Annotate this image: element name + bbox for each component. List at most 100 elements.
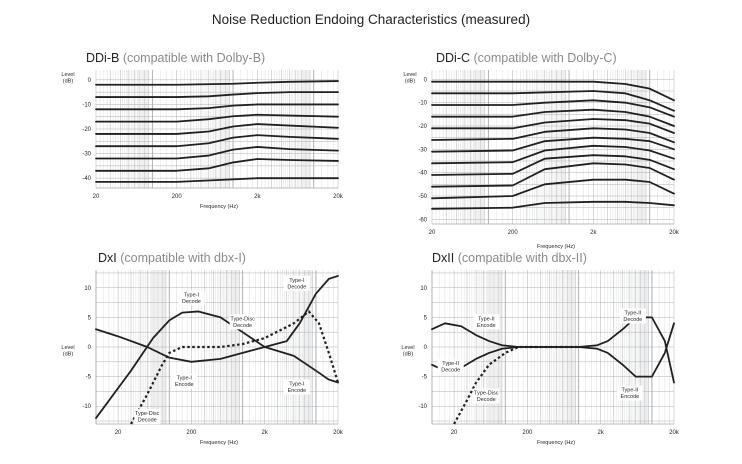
series-line	[431, 80, 675, 102]
x-axis-label: Frequency (Hz)	[200, 440, 238, 446]
y-tick-label: -10	[82, 102, 91, 108]
annotation-bg	[178, 290, 205, 306]
annotation-label: Type-Disc Decode	[230, 316, 255, 329]
x-tick-label: 200	[522, 430, 533, 436]
series-line	[431, 200, 675, 210]
annotation-bg	[473, 388, 500, 404]
x-tick-label: 200	[186, 430, 197, 436]
y-tick-label: -40	[82, 176, 91, 182]
x-tick-label: 2k	[262, 430, 269, 436]
panel-subtitle: (compatible with Dolby-C)	[470, 51, 617, 65]
y-tick-label: -20	[82, 127, 91, 133]
annotation-label-line: Decode	[441, 367, 460, 373]
panel-subtitle: (compatible with Dolby-B)	[119, 51, 266, 65]
x-axis-label: Frequency (Hz)	[200, 204, 238, 210]
annotation-label-line: Type-II	[478, 316, 495, 322]
annotation-label-line: Type-I	[177, 376, 193, 382]
y-tick-label: 5	[424, 315, 428, 321]
x-tick-label: 20	[115, 430, 122, 436]
series-line	[431, 127, 675, 144]
series-line	[431, 316, 675, 384]
y-axis-label: Level (dB)	[61, 345, 74, 358]
y-tick-label: 0	[88, 345, 92, 351]
series-line	[95, 158, 339, 172]
annotation-label: Type-I Encode	[288, 382, 307, 395]
series-line	[431, 90, 675, 112]
annotation-bg	[473, 314, 500, 330]
chart-ddib: 0 -10 -20 -30 -40 20 200 2k 20k Frequency (Hz) Lev…	[61, 70, 344, 210]
y-tick-label: -20	[418, 124, 427, 130]
y-tick-label: 0	[88, 78, 92, 84]
series-line	[431, 118, 675, 134]
series-line	[431, 322, 675, 378]
annotation-label: Type-Disc Decode	[135, 411, 160, 424]
panel-name: DDi-C	[436, 51, 471, 65]
y-axis-label: Level (dB)	[403, 72, 416, 85]
annotation-label-line: Type-I	[289, 278, 305, 284]
annotation-label-line: Type-Disc	[474, 390, 499, 396]
annotation-label-line: Encode	[288, 388, 307, 394]
series-line	[431, 162, 675, 188]
annotation-label-line: Type-I	[289, 382, 305, 388]
y-tick-label: -30	[82, 152, 91, 158]
annotation-bg	[619, 308, 646, 324]
series-line	[95, 177, 339, 183]
x-tick-label: 20k	[669, 230, 680, 236]
x-tick-label: 2k	[254, 194, 261, 200]
chart-dx2: 10 5 0 -5 -10 20 200 2k 20k Frequency (Hz) Level (d…	[401, 270, 680, 446]
series-line	[95, 134, 339, 148]
x-tick-label: 20k	[333, 430, 344, 436]
x-tick-label: 20k	[333, 194, 344, 200]
annotation-label-line: Encode	[175, 382, 194, 388]
x-tick-label: 2k	[598, 430, 605, 436]
series-line	[95, 123, 339, 135]
series-line	[431, 144, 675, 165]
series-line	[95, 103, 339, 111]
y-axis-label-line: (dB)	[63, 352, 74, 358]
y-axis-label-line: Level	[401, 345, 414, 351]
y-axis-label-line: (dB)	[403, 352, 414, 358]
series-line	[95, 328, 339, 384]
y-axis-label-line: (dB)	[63, 79, 74, 85]
y-tick-label: 0	[424, 345, 428, 351]
y-axis-label-line: Level	[61, 345, 74, 351]
y-axis-label-line: (dB)	[405, 79, 416, 85]
annotation-label-line: Type-Disc	[230, 316, 255, 322]
x-tick-label: 20	[93, 194, 100, 200]
y-tick-label: -5	[86, 375, 92, 381]
annotation-label-line: Decode	[623, 317, 642, 323]
series-line	[431, 154, 675, 176]
panel-title-dx1: DxI (compatible with dbx-I)	[98, 251, 246, 265]
annotation-label: Type-I Encode	[175, 376, 194, 389]
series-line	[95, 146, 339, 160]
annotation-label-line: Type-I	[184, 293, 200, 299]
page-title: Noise Reduction Endoing Characteristics …	[211, 12, 531, 27]
annotation-label-line: Decode	[477, 397, 496, 403]
panel-title-ddic: DDi-C (compatible with Dolby-C)	[436, 51, 617, 65]
annotation-label-line: Type-II	[621, 387, 638, 393]
y-tick-label: 0	[424, 77, 428, 83]
x-tick-label: 20	[429, 230, 436, 236]
annotation-bg	[229, 314, 256, 330]
x-axis-label: Frequency (Hz)	[537, 244, 575, 250]
annotation-bg	[437, 358, 464, 374]
y-axis-label-line: Level	[61, 72, 74, 78]
x-tick-label: 20	[451, 430, 458, 436]
annotation-label: Type-I Decode	[182, 293, 201, 306]
annotation-label: Type-II Decode	[623, 310, 642, 323]
panel-subtitle: (compatible with dbx-II)	[454, 251, 587, 265]
y-tick-label: -5	[422, 375, 428, 381]
annotation-bg	[171, 373, 198, 389]
y-axis-label-line: Level	[403, 72, 416, 78]
y-tick-label: 5	[88, 315, 92, 321]
annotation-bg	[616, 385, 643, 401]
x-axis-label: Frequency (Hz)	[537, 440, 575, 446]
panel-name: DDi-B	[86, 51, 120, 65]
y-tick-label: -10	[418, 404, 427, 410]
y-tick-label: 10	[420, 286, 427, 292]
y-tick-label: -40	[418, 171, 427, 177]
annotation-label-line: Decode	[233, 323, 252, 329]
y-tick-label: 10	[84, 286, 91, 292]
annotation-label: Type-I Decode	[287, 278, 306, 291]
